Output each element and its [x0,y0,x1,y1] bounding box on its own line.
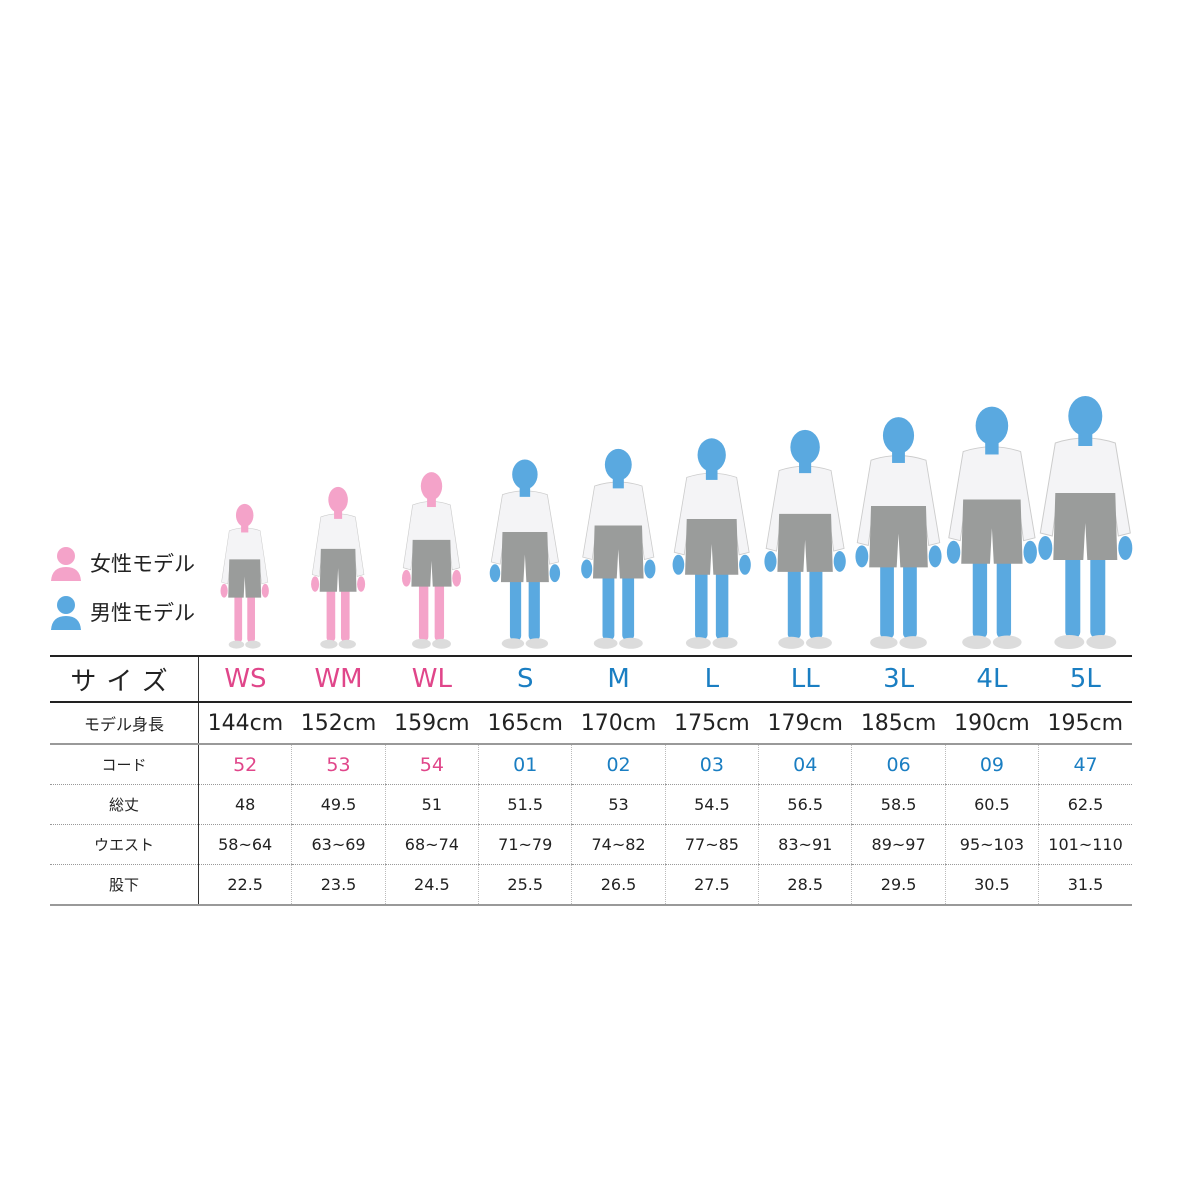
legend-male-label: 男性モデル [90,601,195,625]
model-figure-4L [946,406,1037,649]
height-row: モデル身長 144cm 152cm 159cm 165cm 170cm 175cm 179cm… [50,702,1132,745]
cell-inseam: 23.5 [291,864,386,906]
model-figure-WS [220,503,269,649]
cell-code: 01 [478,744,572,785]
cell-code: 54 [384,744,479,785]
cell-inseam: 31.5 [1038,864,1132,906]
cell-height: 165cm [478,702,572,745]
cell-height: 175cm [665,702,759,745]
cell-inseam: 30.5 [944,864,1039,906]
model-figure-S [489,459,561,649]
cell-height: 190cm [945,702,1039,745]
cell-inseam: 25.5 [478,864,572,906]
cell-total-length: 58.5 [851,784,946,825]
cell-total-length: 53 [571,784,666,825]
cell-inseam: 29.5 [851,864,946,906]
legend-male: 男性モデル [50,594,195,630]
cell-inseam: 24.5 [384,864,479,906]
model-figure-L [672,438,751,649]
cell-height: 152cm [291,702,386,745]
cell-inseam: 27.5 [664,864,759,906]
model-figure-3L [855,417,942,649]
legend-female: 女性モデル [50,545,195,581]
cell-size: WM [291,655,386,703]
cell-size: L [665,655,759,703]
size-table: サイズ WS WM WL S M L LL 3L 4L 5L モデル身長 144cm 152cm 159c… [50,655,1132,906]
cell-size: M [571,655,666,703]
cell-waist: 95~103 [944,824,1039,865]
person-icon [51,547,81,581]
cell-height: 185cm [851,702,946,745]
height-label: モデル身長 [50,702,199,745]
model-figure-LL [764,429,846,649]
cell-height: 179cm [758,702,852,745]
code-label: コード [50,744,199,785]
cell-inseam: 26.5 [571,864,666,906]
cell-size: WS [198,655,292,703]
cell-waist: 71~79 [478,824,572,865]
cell-waist: 74~82 [571,824,666,865]
cell-code: 06 [851,744,946,785]
cell-waist: 68~74 [384,824,479,865]
cell-code: 04 [758,744,852,785]
cell-size: S [478,655,572,703]
cell-total-length: 62.5 [1038,784,1132,825]
cell-total-length: 56.5 [758,784,852,825]
cell-code: 52 [198,744,292,785]
cell-total-length: 51.5 [478,784,572,825]
cell-code: 03 [664,744,759,785]
waist-row: ウエスト 58~64 63~69 68~74 71~79 74~82 77~85 83~91 8… [50,824,1132,865]
size-label: サイズ [50,655,199,703]
waist-label: ウエスト [50,824,199,865]
size-row: サイズ WS WM WL S M L LL 3L 4L 5L [50,655,1132,703]
cell-size: WL [385,655,479,703]
model-figure-WL [401,472,462,649]
cell-size: 4L [945,655,1039,703]
cell-waist: 63~69 [291,824,386,865]
cell-waist: 89~97 [851,824,946,865]
model-figure-5L [1038,396,1133,649]
cell-waist: 58~64 [198,824,292,865]
cell-size: 3L [851,655,946,703]
cell-total-length: 48 [198,784,292,825]
cell-code: 47 [1038,744,1132,785]
cell-code: 02 [571,744,666,785]
cell-size: 5L [1038,655,1132,703]
cell-total-length: 49.5 [291,784,386,825]
code-row: コード 52 53 54 01 02 03 04 06 09 47 [50,744,1132,785]
cell-total-length: 54.5 [664,784,759,825]
cell-inseam: 22.5 [198,864,292,906]
total-length-row: 総丈 48 49.5 51 51.5 53 54.5 56.5 58.5 60.5 62.5 [50,784,1132,825]
inseam-row: 股下 22.5 23.5 24.5 25.5 26.5 27.5 28.5 29.5 30.5 31… [50,864,1132,906]
model-figure-WM [311,486,366,649]
cell-code: 09 [944,744,1039,785]
cell-total-length: 60.5 [944,784,1039,825]
model-figure-M [581,448,656,649]
cell-code: 53 [291,744,386,785]
inseam-label: 股下 [50,864,199,906]
cell-waist: 77~85 [664,824,759,865]
person-icon [51,596,81,630]
cell-height: 159cm [385,702,479,745]
cell-waist: 83~91 [758,824,852,865]
cell-height: 195cm [1038,702,1132,745]
model-figures [220,396,1133,649]
cell-height: 144cm [198,702,292,745]
cell-inseam: 28.5 [758,864,852,906]
legend-female-label: 女性モデル [90,552,195,576]
cell-size: LL [758,655,852,703]
cell-total-length: 51 [384,784,479,825]
cell-waist: 101~110 [1038,824,1132,865]
cell-height: 170cm [571,702,666,745]
total-length-label: 総丈 [50,784,199,825]
